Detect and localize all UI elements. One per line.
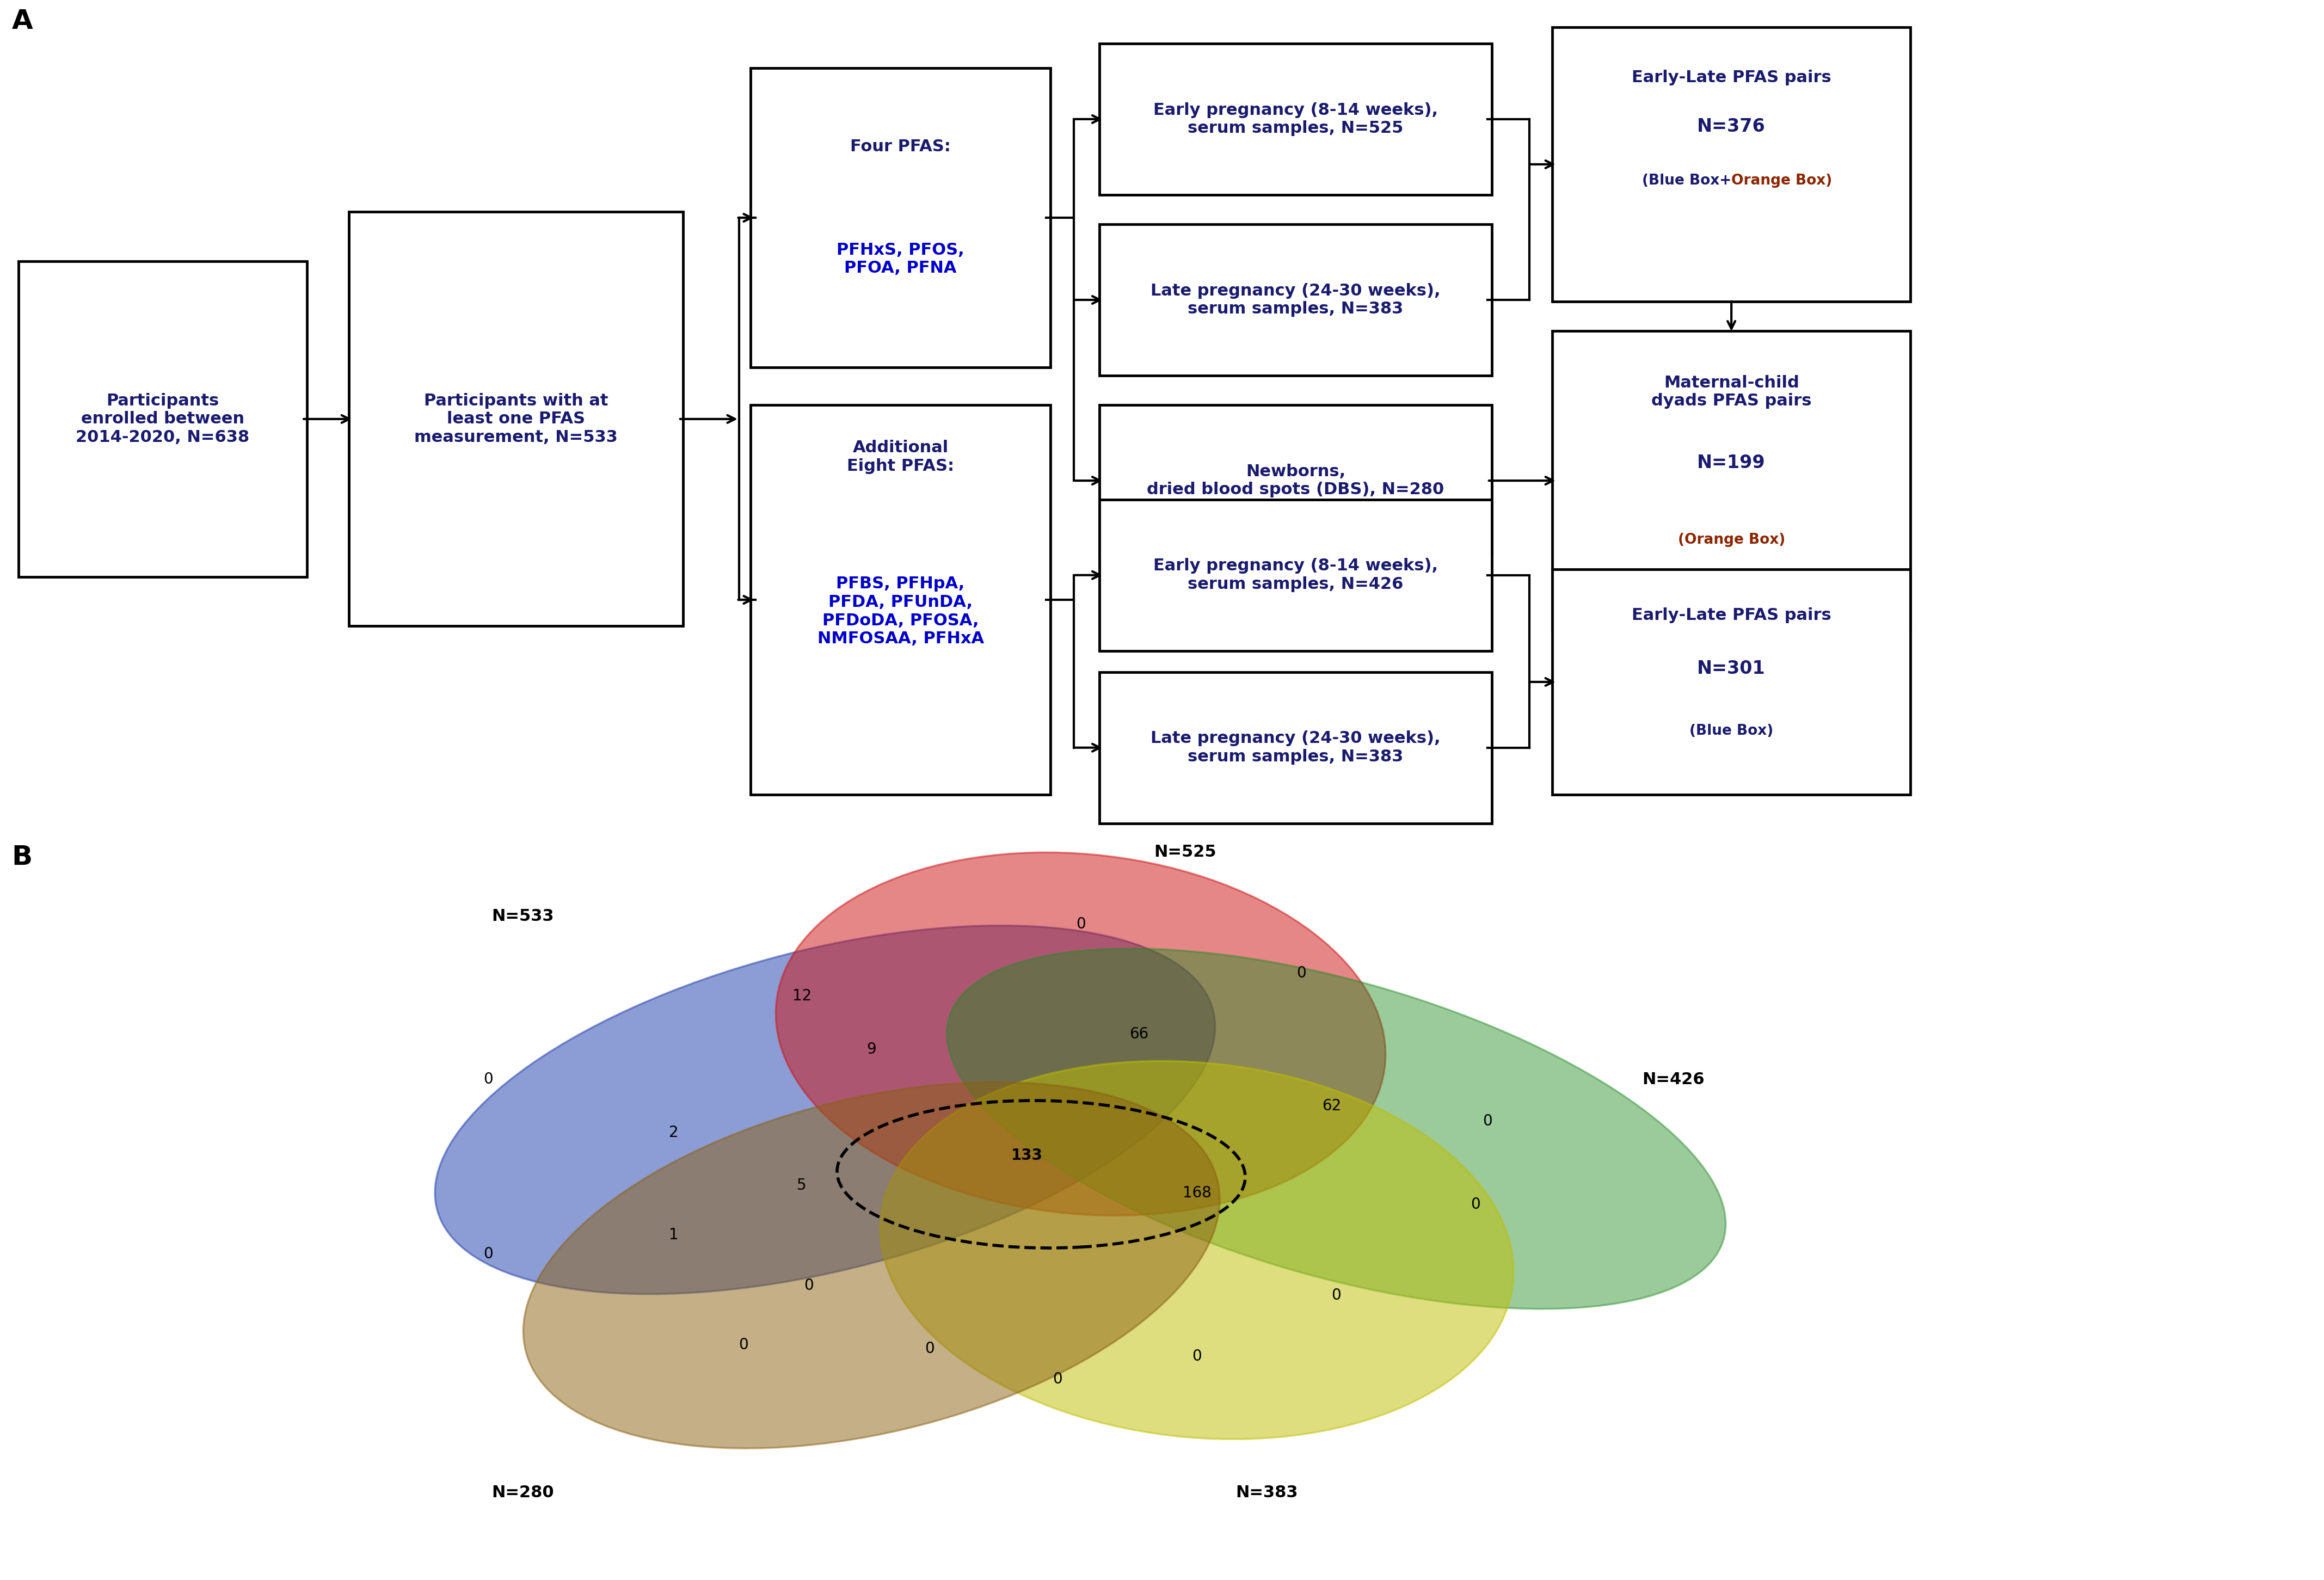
Text: 0: 0 bbox=[1471, 1198, 1480, 1212]
Text: 0: 0 bbox=[804, 1278, 813, 1294]
Text: N=376: N=376 bbox=[1697, 117, 1766, 136]
FancyBboxPatch shape bbox=[1099, 671, 1492, 823]
Text: N=525: N=525 bbox=[1155, 844, 1215, 860]
Text: 0: 0 bbox=[739, 1337, 748, 1352]
Text: 133: 133 bbox=[1011, 1147, 1043, 1163]
Text: 168: 168 bbox=[1183, 1185, 1211, 1201]
Ellipse shape bbox=[946, 948, 1727, 1308]
FancyBboxPatch shape bbox=[19, 261, 307, 577]
Text: 0: 0 bbox=[1297, 965, 1306, 981]
Text: Orange Box): Orange Box) bbox=[1731, 174, 1831, 188]
Text: N=301: N=301 bbox=[1697, 659, 1766, 678]
Text: 2: 2 bbox=[669, 1125, 679, 1141]
Text: Newborns,
dried blood spots (DBS), N=280: Newborns, dried blood spots (DBS), N=280 bbox=[1148, 463, 1443, 498]
FancyBboxPatch shape bbox=[1099, 44, 1492, 194]
Text: 0: 0 bbox=[1076, 916, 1085, 932]
FancyBboxPatch shape bbox=[751, 68, 1050, 367]
Text: Maternal-child
dyads PFAS pairs: Maternal-child dyads PFAS pairs bbox=[1652, 374, 1810, 409]
FancyBboxPatch shape bbox=[1099, 499, 1492, 651]
Text: A: A bbox=[12, 8, 33, 35]
FancyBboxPatch shape bbox=[1552, 332, 1910, 630]
Text: Additional
Eight PFAS:: Additional Eight PFAS: bbox=[846, 439, 955, 474]
Text: 62: 62 bbox=[1322, 1098, 1341, 1114]
Text: 0: 0 bbox=[925, 1341, 934, 1356]
FancyBboxPatch shape bbox=[1099, 404, 1492, 556]
Text: (Orange Box): (Orange Box) bbox=[1678, 532, 1785, 547]
Text: 0: 0 bbox=[1483, 1114, 1492, 1128]
Text: 0: 0 bbox=[1332, 1288, 1341, 1303]
Text: Late pregnancy (24-30 weeks),
serum samples, N=383: Late pregnancy (24-30 weeks), serum samp… bbox=[1150, 730, 1441, 765]
Text: N=199: N=199 bbox=[1697, 453, 1766, 472]
Text: N=280: N=280 bbox=[493, 1485, 553, 1501]
Text: N=383: N=383 bbox=[1236, 1485, 1297, 1501]
Text: Participants with at
least one PFAS
measurement, N=533: Participants with at least one PFAS meas… bbox=[414, 393, 618, 446]
FancyBboxPatch shape bbox=[349, 212, 683, 626]
FancyBboxPatch shape bbox=[1552, 569, 1910, 795]
Text: 12: 12 bbox=[792, 989, 811, 1003]
Text: PFHxS, PFOS,
PFOA, PFNA: PFHxS, PFOS, PFOA, PFNA bbox=[837, 242, 964, 276]
Text: Four PFAS:: Four PFAS: bbox=[851, 139, 951, 155]
Ellipse shape bbox=[776, 853, 1385, 1215]
FancyBboxPatch shape bbox=[751, 404, 1050, 795]
Text: (Blue Box): (Blue Box) bbox=[1690, 724, 1773, 738]
Text: Early-Late PFAS pairs: Early-Late PFAS pairs bbox=[1631, 70, 1831, 85]
Text: 0: 0 bbox=[483, 1247, 493, 1261]
Text: 5: 5 bbox=[797, 1179, 806, 1193]
Text: PFBS, PFHpA,
PFDA, PFUnDA,
PFDoDA, PFOSA,
NMFOSAA, PFHxA: PFBS, PFHpA, PFDA, PFUnDA, PFDoDA, PFOSA… bbox=[818, 577, 983, 646]
Text: Participants
enrolled between
2014-2020, N=638: Participants enrolled between 2014-2020,… bbox=[77, 393, 249, 446]
Text: 0: 0 bbox=[483, 1071, 493, 1087]
Text: B: B bbox=[12, 844, 33, 871]
Text: 0: 0 bbox=[1192, 1349, 1202, 1364]
Ellipse shape bbox=[435, 926, 1215, 1294]
Text: 9: 9 bbox=[867, 1041, 876, 1057]
Text: 1: 1 bbox=[669, 1228, 679, 1242]
Text: Early pregnancy (8-14 weeks),
serum samples, N=426: Early pregnancy (8-14 weeks), serum samp… bbox=[1153, 558, 1439, 592]
Text: (Blue Box+: (Blue Box+ bbox=[1643, 174, 1731, 188]
Ellipse shape bbox=[523, 1082, 1220, 1449]
Text: N=533: N=533 bbox=[493, 908, 553, 924]
Text: Late pregnancy (24-30 weeks),
serum samples, N=383: Late pregnancy (24-30 weeks), serum samp… bbox=[1150, 283, 1441, 318]
Text: N=426: N=426 bbox=[1643, 1071, 1703, 1087]
Ellipse shape bbox=[881, 1062, 1513, 1439]
Text: 0: 0 bbox=[1053, 1371, 1062, 1387]
Text: Early-Late PFAS pairs: Early-Late PFAS pairs bbox=[1631, 607, 1831, 623]
Text: Early pregnancy (8-14 weeks),
serum samples, N=525: Early pregnancy (8-14 weeks), serum samp… bbox=[1153, 103, 1439, 136]
Text: 66: 66 bbox=[1129, 1027, 1148, 1041]
FancyBboxPatch shape bbox=[1099, 224, 1492, 376]
FancyBboxPatch shape bbox=[1552, 27, 1910, 302]
